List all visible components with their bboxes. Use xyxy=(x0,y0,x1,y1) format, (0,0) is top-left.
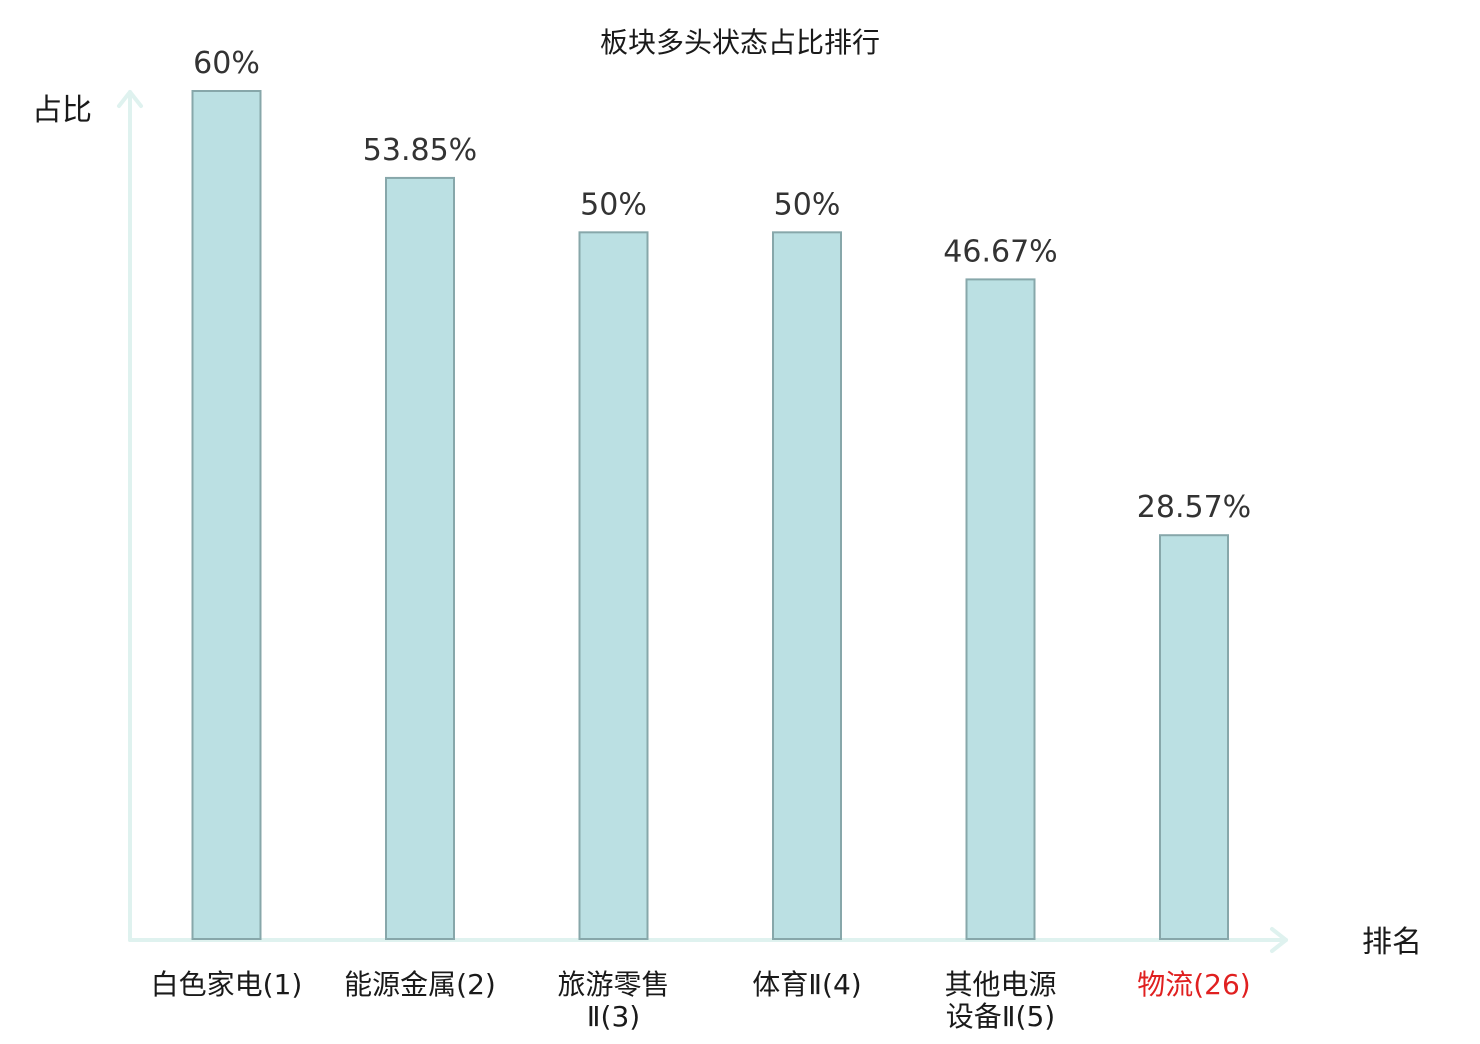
category-label: 体育Ⅱ(4) xyxy=(752,968,861,1001)
bar xyxy=(1159,534,1229,941)
category-label: 能源金属(2) xyxy=(344,968,496,1001)
value-labels: 60% 53.85% 50% 50% 46.67% 28.57% xyxy=(193,46,1251,525)
category-label: 白色家电(1) xyxy=(151,968,303,1001)
bar-value-label: 46.67% xyxy=(943,234,1057,269)
bar-value-label: 50% xyxy=(580,187,647,222)
bars xyxy=(191,90,1229,941)
category-label: 设备Ⅱ(5) xyxy=(946,1000,1055,1033)
bar xyxy=(578,231,649,941)
bar-value-label: 53.85% xyxy=(363,133,477,168)
category-label: 其他电源 xyxy=(944,968,1056,1001)
bar xyxy=(385,176,455,941)
y-axis-label: 占比 xyxy=(32,93,92,128)
x-axis-label: 排名 xyxy=(1362,925,1422,960)
bar-value-label: 50% xyxy=(774,187,841,222)
axes xyxy=(117,90,1288,953)
bar-value-label: 60% xyxy=(193,46,260,81)
category-label: 旅游零售 xyxy=(557,968,669,1001)
chart-title: 板块多头状态占比排行 xyxy=(600,26,880,59)
x-axis-arrow-icon xyxy=(1270,927,1288,953)
bar xyxy=(965,278,1036,940)
y-axis-arrow-icon xyxy=(117,90,143,108)
category-label-highlighted: 物流(26) xyxy=(1137,968,1250,1001)
category-label: Ⅱ(3) xyxy=(587,1000,640,1033)
bar xyxy=(191,90,262,940)
bar xyxy=(772,231,842,941)
bar-value-label: 28.57% xyxy=(1137,490,1251,525)
